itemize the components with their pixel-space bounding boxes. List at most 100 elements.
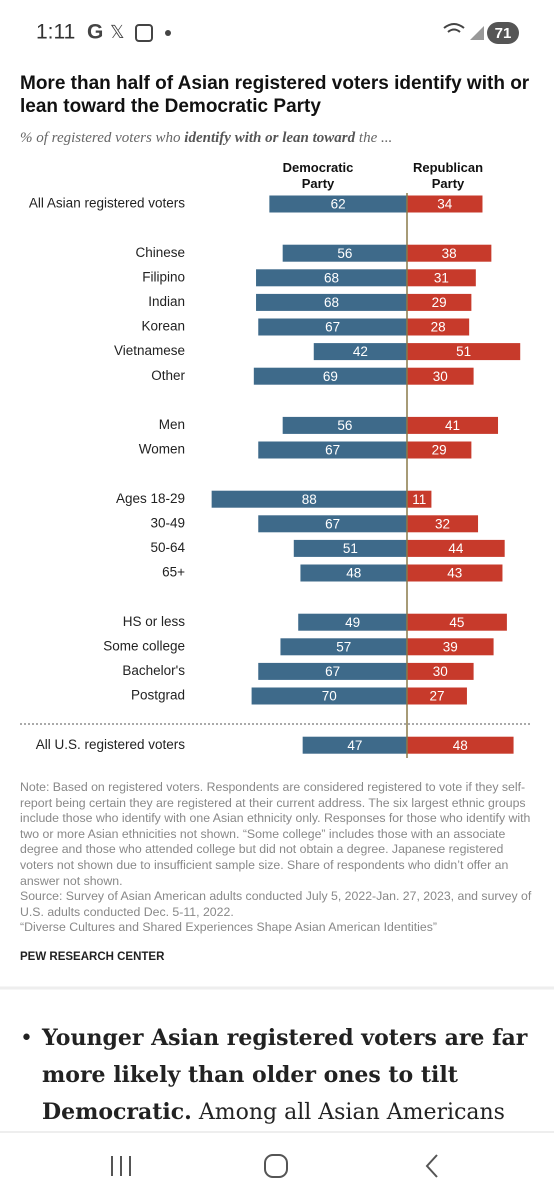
row-label: HS or less: [123, 614, 186, 629]
report: “Diverse Cultures and Shared Experiences…: [20, 920, 437, 935]
bar: [407, 662, 474, 680]
bar: [407, 539, 505, 557]
value-label: 51: [343, 541, 358, 556]
row-label: Some college: [103, 638, 185, 653]
bar: [298, 613, 407, 631]
bar: [407, 318, 470, 336]
nav-recent[interactable]: [111, 1156, 131, 1176]
row-label: 65+: [162, 565, 185, 580]
value-label: 56: [337, 246, 352, 261]
bar: [407, 613, 507, 631]
value-label: 48: [453, 738, 468, 753]
value-label: 43: [447, 566, 462, 581]
subtitle-part: % of registered voters who: [20, 130, 185, 146]
bar: [300, 564, 407, 582]
bar: [407, 515, 479, 533]
row-label: Bachelor's: [122, 663, 185, 678]
bar: [269, 195, 407, 213]
signal-icon: [470, 26, 484, 40]
row-label: 30-49: [150, 515, 185, 530]
row-label: Ages 18-29: [116, 491, 185, 506]
chart-title: More than half of Asian registered voter…: [20, 73, 530, 117]
bar: [282, 244, 407, 262]
value-label: 29: [432, 295, 447, 310]
bar: [407, 687, 467, 705]
bar: [282, 416, 407, 434]
row-label: Men: [159, 417, 185, 432]
bar: [407, 269, 476, 287]
bar: [407, 293, 472, 311]
bar: [258, 441, 407, 459]
value-label: 67: [325, 516, 340, 531]
value-label: 57: [336, 639, 351, 654]
credit: PEW RESEARCH CENTER: [20, 951, 165, 963]
bar: [407, 367, 474, 385]
bar: [407, 416, 499, 434]
bar: [258, 662, 407, 680]
nav-back[interactable]: [425, 1154, 438, 1178]
article-text: Among all Asian Americans: [191, 1100, 505, 1125]
nav-home[interactable]: [264, 1154, 288, 1178]
note: Note: Based on registered voters. Respon…: [20, 780, 531, 888]
bar: [407, 564, 503, 582]
bar: [211, 490, 407, 508]
article-bold: Younger Asian registered voters are far …: [42, 1025, 528, 1125]
value-label: 31: [434, 270, 449, 285]
status-app: G: [87, 21, 103, 44]
battery: [487, 22, 519, 44]
value-label: 70: [322, 689, 337, 704]
value-label: 62: [331, 197, 346, 212]
notes: Note: Based on registered voters. Respon…: [20, 780, 535, 936]
bar: [407, 638, 494, 656]
status-app: 𝕏: [110, 22, 125, 42]
value-label: 30: [433, 369, 448, 384]
row-label: Chinese: [135, 245, 185, 260]
bar: [407, 195, 483, 213]
status-time: 1:11: [36, 21, 75, 44]
value-label: 48: [346, 566, 361, 581]
article-bullet: Younger Asian registered voters are far …: [20, 1020, 542, 1131]
value-label: 42: [353, 344, 368, 359]
bar: [293, 539, 407, 557]
row-label: Postgrad: [131, 688, 185, 703]
value-label: 56: [337, 418, 352, 433]
row-label: Women: [139, 442, 185, 457]
value-label: 28: [431, 320, 446, 335]
value-label: 39: [443, 639, 458, 654]
value-label: 34: [437, 197, 453, 212]
row-label: All U.S. registered voters: [36, 737, 186, 752]
battery-level: 71: [495, 25, 512, 42]
chart-subtitle: % of registered voters who identify with…: [20, 130, 392, 147]
row-label: Other: [151, 368, 185, 383]
row-label: Filipino: [142, 269, 185, 284]
row-label: 50-64: [150, 540, 185, 555]
source: Source: Survey of Asian American adults …: [20, 889, 532, 919]
value-label: 67: [325, 443, 340, 458]
subtitle-part: the ...: [355, 130, 393, 146]
legend-label: Republican Party: [412, 160, 484, 191]
value-label: 32: [435, 516, 450, 531]
value-label: 41: [445, 418, 460, 433]
value-label: 88: [302, 492, 317, 507]
value-label: 67: [325, 320, 340, 335]
value-label: 45: [449, 615, 464, 630]
status-dot: [165, 30, 171, 36]
value-label: 51: [456, 344, 471, 359]
bar: [407, 490, 432, 508]
row-label: All Asian registered voters: [29, 196, 185, 211]
bar: [253, 367, 407, 385]
bar: [256, 293, 407, 311]
value-label: 69: [323, 369, 338, 384]
value-label: 68: [324, 270, 339, 285]
bar: [280, 638, 407, 656]
subtitle-part: identify with or lean toward: [184, 130, 356, 146]
value-label: 38: [442, 246, 457, 261]
bar: [313, 343, 407, 361]
bar: [407, 736, 514, 754]
bar: [302, 736, 407, 754]
bar: [251, 687, 407, 705]
bar: [407, 244, 492, 262]
value-label: 49: [345, 615, 360, 630]
